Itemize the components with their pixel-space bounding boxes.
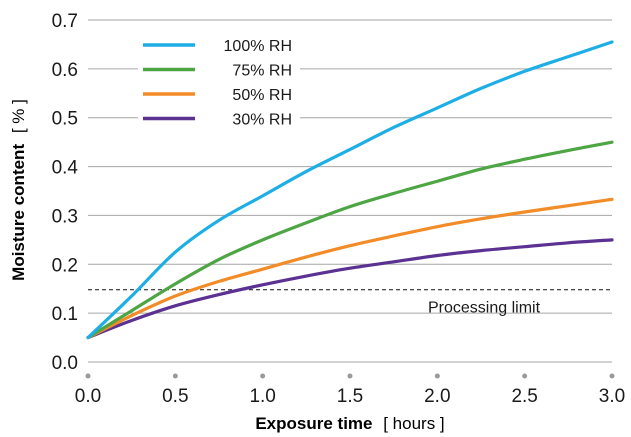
y-axis-title-main: Moisture content [9, 144, 28, 281]
y-axis-ticks: 0.0 0.1 0.2 0.3 0.4 0.5 0.6 0.7 [52, 11, 79, 374]
x-tick-mark [347, 373, 353, 379]
processing-limit-line: Processing limit [88, 289, 612, 317]
legend-label: 50% RH [232, 87, 292, 104]
x-tick-label: 3.0 [599, 386, 625, 407]
x-tick-label: 2.0 [424, 386, 450, 407]
x-axis-ticks: 0.0 0.5 1.0 1.5 2.0 2.5 3.0 [75, 373, 625, 407]
processing-limit-label: Processing limit [428, 300, 541, 317]
x-tick-label: 1.5 [337, 386, 363, 407]
series-line-100rh [86, 40, 614, 340]
y-tick-label: 0.6 [52, 60, 78, 81]
y-tick-label: 0.4 [52, 158, 79, 179]
legend-label: 75% RH [232, 63, 292, 80]
x-tick-label: 2.5 [511, 386, 537, 407]
x-axis-title-unit: [ hours ] [383, 414, 444, 433]
x-axis-title: Exposure time [ hours ] [255, 414, 444, 433]
x-tick-mark [260, 373, 266, 379]
legend: 100% RH 75% RH 50% RH 30% RH [138, 31, 300, 131]
y-axis-title: Moisture content [ % ] [9, 99, 28, 281]
x-axis-title-main: Exposure time [255, 414, 372, 433]
x-tick-mark [434, 373, 440, 379]
y-tick-label: 0.1 [52, 304, 78, 325]
x-tick-mark [522, 373, 528, 379]
x-tick-mark [85, 373, 91, 379]
y-tick-label: 0.7 [52, 11, 78, 32]
series-line-30rh [86, 238, 614, 340]
y-tick-label: 0.5 [52, 109, 78, 130]
y-tick-label: 0.2 [52, 255, 78, 276]
x-tick-mark [609, 373, 615, 379]
x-tick-mark [172, 373, 178, 379]
x-tick-label: 0.0 [75, 386, 101, 407]
x-tick-label: 0.5 [162, 386, 188, 407]
series-line-50rh [86, 197, 614, 340]
y-tick-label: 0.3 [52, 206, 78, 227]
x-tick-label: 1.0 [249, 386, 275, 407]
series-line-75rh [86, 140, 614, 340]
y-tick-label: 0.0 [52, 353, 78, 374]
data-series [86, 40, 614, 340]
legend-background [138, 31, 300, 131]
legend-label: 100% RH [224, 38, 292, 55]
legend-label: 30% RH [232, 112, 292, 129]
y-axis-title-unit: [ % ] [9, 99, 28, 133]
